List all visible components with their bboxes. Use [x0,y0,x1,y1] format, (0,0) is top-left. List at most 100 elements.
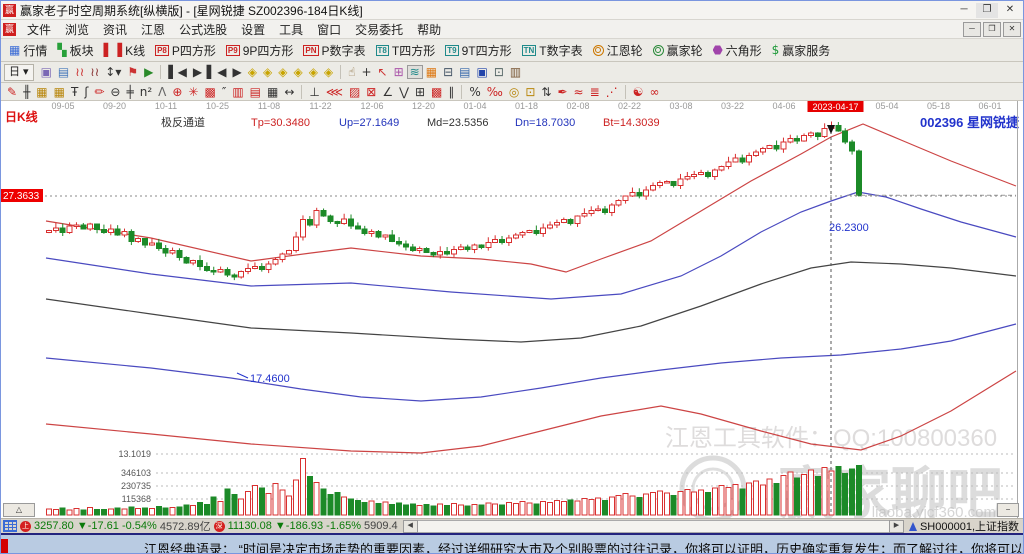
menu-news[interactable]: 资讯 [103,22,128,37]
kline-small-button[interactable]: ≀≀ [72,65,87,79]
steps-button[interactable]: ≣ [587,85,603,99]
parallel-button[interactable]: ∥ [445,85,457,99]
level-tool-button[interactable]: Ŧ [68,85,81,99]
pointer-button[interactable]: ↖ [375,65,391,79]
play-button[interactable]: ▶ [141,65,156,79]
menu-browse[interactable]: 浏览 [65,22,90,37]
nav-last-button[interactable]: ▶▐ [190,65,214,79]
kline-button[interactable]: ▌▐ K线 [99,41,150,60]
winner-wheel-button[interactable]: 赢家轮 [648,41,708,60]
gold-ring-button[interactable]: ◎ [506,85,522,99]
circle-tool-button[interactable]: ⊖ [107,85,123,99]
p-number-table-button[interactable]: PN P数字表 [298,41,370,60]
calculator-button[interactable]: ⊟ [440,65,456,79]
pane-collapse-button[interactable]: △ [3,503,35,517]
current-index-label[interactable]: SH000001,上证指数 [919,521,1019,533]
hatch2-button[interactable]: ▩ [428,85,445,99]
nav-first-button[interactable]: ▌◀ [165,65,189,79]
menu-gann[interactable]: 江恩 [141,22,166,37]
percent-button[interactable]: % [466,85,483,99]
menu-settings[interactable]: 设置 [241,22,266,37]
red-grid-button[interactable]: ▩ [201,85,218,99]
gold-grid2-button[interactable]: ▦ [51,85,68,99]
menu-help[interactable]: 帮助 [417,22,442,37]
window-layout-button[interactable]: ▣ [38,65,55,79]
save-button[interactable]: ▣ [473,65,490,79]
diamond-6-button[interactable]: ◈ [321,65,336,79]
lines-button[interactable]: ≋ [406,65,423,79]
diamond-1-button[interactable]: ◈ [245,65,260,79]
scroll-right-arrow[interactable]: ▶ [888,519,904,533]
ruler-grid-button[interactable]: ╪ [123,85,136,99]
hatch-button[interactable]: ▨ [346,85,363,99]
grid-tool-button[interactable]: ╫ [20,85,33,99]
pane-minimize-button[interactable]: − [997,503,1019,517]
nav-next-button[interactable]: ▶ [230,65,245,79]
permille-button[interactable]: ‰ [484,85,506,99]
diamond-3-button[interactable]: ◈ [275,65,290,79]
menu-formula-stock-pick[interactable]: 公式选股 [179,22,228,37]
diamond-4-button[interactable]: ◈ [290,65,305,79]
vee-button[interactable]: ⋁ [396,85,412,99]
hexagon-button[interactable]: 六角形 [708,41,767,60]
angle-a-button[interactable]: Λ [155,85,169,99]
pen-red-button[interactable]: ✒ [554,85,570,99]
grid-view-icon[interactable] [3,520,17,532]
menu-file[interactable]: 文件 [27,22,52,37]
n-square-button[interactable]: n² [137,85,155,99]
t-square-button[interactable]: T8 T四方形 [371,41,441,60]
kline-small2-button[interactable]: ≀≀ [87,65,102,79]
star-tool-button[interactable]: ✳ [185,85,201,99]
maximize-button[interactable]: ❐ [976,2,998,18]
quotes-button[interactable]: ▦ 行情 [4,41,52,60]
span-button[interactable]: ↔ [281,85,297,99]
sectors-button[interactable]: ▚ 板块 [52,41,98,60]
menu-trade-order[interactable]: 交易委托 [355,22,404,37]
p-square-button[interactable]: P8 P四方形 [150,41,221,60]
flag-button[interactable]: ⚑ [124,65,141,79]
double-prime-button[interactable]: ″ [219,85,229,99]
gold-grid-button[interactable]: ▦ [33,85,50,99]
plus-box-button[interactable]: ⊞ [412,85,428,99]
winner-service-button[interactable]: $ 赢家服务 [767,41,836,60]
updown2-button[interactable]: ⇅ [538,85,554,99]
scroll-left-arrow[interactable]: ◀ [402,519,418,533]
mdi-close-button[interactable]: ✕ [1003,21,1021,37]
t-number-table-button[interactable]: TN T数字表 [517,41,588,60]
crosshair-button[interactable]: + [358,65,374,79]
mdi-restore-button[interactable]: ❐ [983,21,1001,37]
marker-button[interactable]: ✏ [91,85,107,99]
diamond-5-button[interactable]: ◈ [306,65,321,79]
9t-square-button[interactable]: T9 9T四方形 [440,41,516,60]
gann-fan-button[interactable]: ⋘ [323,85,346,99]
gann-wheel-button[interactable]: 江恩轮 [588,41,648,60]
trend-button[interactable]: ⋰ [603,85,621,99]
calendar-button[interactable]: ▦ [423,65,440,79]
angle-button[interactable]: ∠ [379,85,396,99]
menu-window[interactable]: 窗口 [317,22,342,37]
horizontal-scrollbar[interactable]: ◀ ▶ [402,519,904,533]
close-button[interactable]: ✕ [1005,3,1015,15]
hand-tool-button[interactable]: ☝ [345,65,358,79]
cart-button[interactable]: ▥ [507,65,524,79]
mdi-minimize-button[interactable]: ─ [963,21,981,37]
updown-button[interactable]: ↕▾ [102,65,124,79]
red-table-button[interactable]: ▥ [229,85,246,99]
chart-canvas[interactable]: 江恩工具软件：QQ:100800360赢家聊吧liaoba.yjcf360.co… [1,101,1024,518]
tsquare-button[interactable]: ⊥ [306,85,322,99]
gold-box-button[interactable]: ⊡ [522,85,538,99]
dark-grid-button[interactable]: ▦ [264,85,281,99]
gann-circle-button[interactable]: ⊕ [169,85,185,99]
minimize-button[interactable]: ─ [960,3,968,15]
nav-prev-button[interactable]: ◀ [214,65,229,79]
diamond-2-button[interactable]: ◈ [260,65,275,79]
pencil-button[interactable]: ✎ [4,85,20,99]
report-button[interactable]: ▤ [456,65,473,79]
period-day-dropdown[interactable]: 日 ▾ [4,63,34,81]
9p-square-button[interactable]: P9 9P四方形 [221,41,298,60]
print-button[interactable]: ⊡ [491,65,507,79]
scrollbar-track[interactable] [417,519,889,533]
info-panel-button[interactable]: ▤ [55,65,72,79]
spiral-button[interactable]: ʃ [81,85,91,99]
menu-tools[interactable]: 工具 [279,22,304,37]
